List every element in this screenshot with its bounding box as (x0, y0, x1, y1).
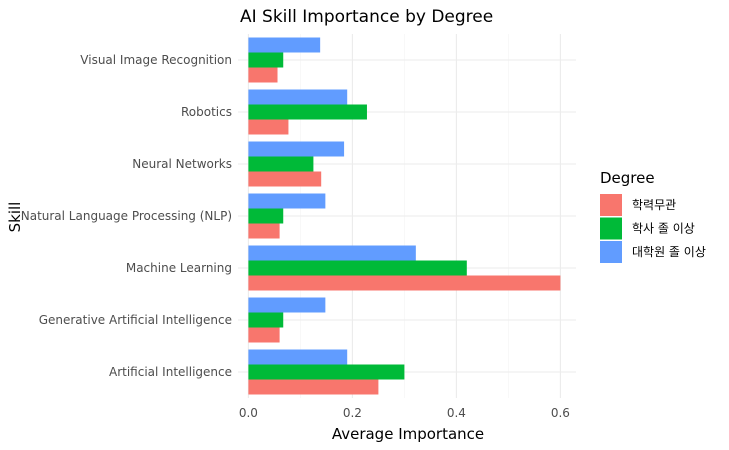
x-tick-label: 0.2 (343, 406, 362, 420)
legend-label: 학력무관 (632, 198, 676, 212)
bar (248, 156, 314, 172)
grid (238, 34, 576, 398)
x-tick-label: 0.0 (239, 406, 258, 420)
bar (248, 349, 348, 365)
bar (248, 104, 367, 120)
legend-key (600, 217, 622, 240)
bar (248, 52, 284, 68)
legend-label: 학사 졸 이상 (632, 222, 695, 236)
x-tick-labels: 0.0 0.2 0.4 0.6 (239, 406, 570, 420)
y-tick-labels: Artificial Intelligence Generative Artifi… (21, 53, 232, 379)
y-axis-title: Skill (6, 202, 24, 233)
y-tick-label: Robotics (181, 105, 232, 119)
bar (248, 141, 345, 157)
legend-key (600, 241, 622, 263)
x-tick-label: 0.4 (447, 406, 466, 420)
y-tick-label: Visual Image Recognition (80, 53, 232, 67)
legend-title: Degree (600, 169, 655, 187)
bar (248, 364, 405, 380)
bar (248, 193, 326, 209)
bar (248, 327, 280, 343)
y-tick-label: Natural Language Processing (NLP) (21, 209, 232, 223)
bar (248, 37, 321, 53)
x-axis-title: Average Importance (332, 425, 484, 443)
bar (248, 171, 322, 187)
bars (248, 37, 561, 395)
bar (248, 89, 348, 105)
y-tick-label: Machine Learning (126, 261, 232, 275)
bar (248, 260, 467, 276)
bar (248, 67, 278, 83)
bar (248, 297, 326, 313)
chart-title: AI Skill Importance by Degree (240, 7, 493, 27)
y-tick-label: Neural Networks (132, 157, 232, 171)
bar (248, 275, 561, 291)
y-tick-label: Artificial Intelligence (109, 365, 232, 379)
bar (248, 223, 280, 239)
x-tick-label: 0.6 (551, 406, 570, 420)
bar (248, 119, 289, 135)
legend-label: 대학원 졸 이상 (632, 245, 706, 259)
y-tick-label: Generative Artificial Intelligence (39, 313, 232, 327)
bar (248, 312, 284, 328)
bar (248, 208, 284, 224)
bar (248, 379, 379, 395)
bar (248, 245, 416, 261)
legend-key (600, 194, 622, 216)
